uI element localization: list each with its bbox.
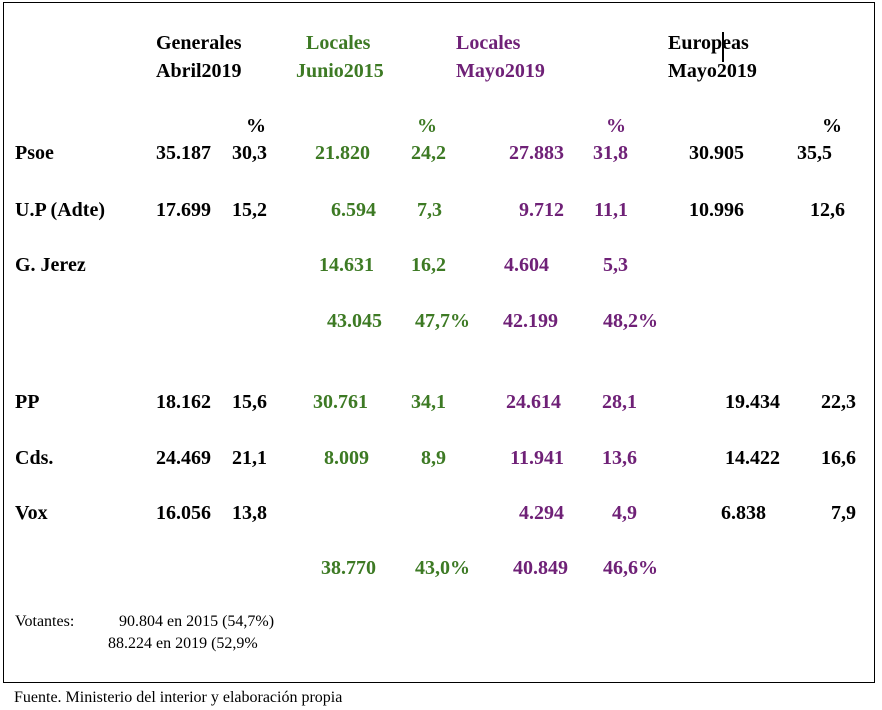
row-vox-eu-pct: 7,9 xyxy=(831,502,856,524)
votantes-line1: 90.804 en 2015 (54,7%) xyxy=(119,613,275,630)
row-up-l15: 6.594 xyxy=(331,199,376,221)
row-up-eu-pct: 12,6 xyxy=(810,199,845,221)
row-gjerez-party: G. Jerez xyxy=(15,254,86,276)
row-pp-l15-pct: 34,1 xyxy=(411,391,446,413)
row-pp-l19: 24.614 xyxy=(506,391,561,413)
header-locales2019-line2: Mayo2019 xyxy=(456,60,545,82)
row-psoe-l19: 27.883 xyxy=(509,142,564,164)
row-psoe-l15: 21.820 xyxy=(315,142,370,164)
row-gjerez-l19-pct: 5,3 xyxy=(603,254,628,276)
header-europeas-line1: Europeas xyxy=(668,32,749,54)
row-cds-eu: 14.422 xyxy=(725,447,780,469)
row-up-eu: 10.996 xyxy=(689,199,744,221)
row-gjerez-l19: 4.604 xyxy=(504,254,549,276)
row-cds-l19: 11.941 xyxy=(510,447,564,469)
votantes-label: Votantes: xyxy=(15,613,75,630)
right-total-l19-pct: 46,6% xyxy=(603,557,658,579)
row-up-l15-pct: 7,3 xyxy=(417,199,442,221)
row-up-l19: 9.712 xyxy=(519,199,564,221)
row-up-gen: 17.699 xyxy=(156,199,211,221)
row-up-gen-pct: 15,2 xyxy=(232,199,267,221)
row-vox-eu: 6.838 xyxy=(721,502,766,524)
header-generales-line2: Abril2019 xyxy=(156,60,242,82)
row-cds-party: Cds. xyxy=(15,447,54,469)
row-cds-gen: 24.469 xyxy=(156,447,211,469)
row-gjerez-l15-pct: 16,2 xyxy=(411,254,446,276)
row-cds-l19-pct: 13,6 xyxy=(602,447,637,469)
row-psoe-l19-pct: 31,8 xyxy=(593,142,628,164)
row-vox-party: Vox xyxy=(15,502,48,524)
row-pp-eu: 19.434 xyxy=(725,391,780,413)
row-pp-gen: 18.162 xyxy=(156,391,211,413)
pct-header-locales2019: % xyxy=(606,115,626,137)
row-up-party: U.P (Adte) xyxy=(15,199,105,221)
row-vox-l19: 4.294 xyxy=(519,502,564,524)
row-psoe-party: Psoe xyxy=(15,142,54,164)
row-pp-l15: 30.761 xyxy=(313,391,368,413)
pct-header-locales2015: % xyxy=(417,115,437,137)
row-psoe-eu-pct: 35,5 xyxy=(797,142,832,164)
pct-header-europeas: % xyxy=(822,115,842,137)
row-psoe-gen-pct: 30,3 xyxy=(232,142,267,164)
left-total-l15-pct: 47,7% xyxy=(415,310,470,332)
row-psoe-eu: 30.905 xyxy=(689,142,744,164)
row-cds-gen-pct: 21,1 xyxy=(232,447,267,469)
header-europeas-line2: Mayo2019 xyxy=(668,60,757,82)
row-vox-gen-pct: 13,8 xyxy=(232,502,267,524)
left-total-l19-pct: 48,2% xyxy=(603,310,658,332)
right-total-l15: 38.770 xyxy=(321,557,376,579)
row-cds-eu-pct: 16,6 xyxy=(821,447,856,469)
row-psoe-gen: 35.187 xyxy=(156,142,211,164)
left-total-l15: 43.045 xyxy=(327,310,382,332)
row-gjerez-l15: 14.631 xyxy=(319,254,374,276)
row-cds-l15-pct: 8,9 xyxy=(421,447,446,469)
header-locales2015-line2: Junio2015 xyxy=(296,60,384,82)
row-vox-gen: 16.056 xyxy=(156,502,211,524)
header-locales2019-line1: Locales xyxy=(456,32,521,54)
left-total-l19: 42.199 xyxy=(503,310,558,332)
row-vox-l19-pct: 4,9 xyxy=(612,502,637,524)
row-psoe-l15-pct: 24,2 xyxy=(411,142,446,164)
header-locales2015-line1: Locales xyxy=(306,32,371,54)
votantes-line2: 88.224 en 2019 (52,9% xyxy=(108,635,258,652)
row-pp-eu-pct: 22,3 xyxy=(821,391,856,413)
row-pp-l19-pct: 28,1 xyxy=(602,391,637,413)
table-frame xyxy=(3,2,875,683)
right-total-l19: 40.849 xyxy=(513,557,568,579)
text-cursor xyxy=(722,32,724,62)
row-cds-l15: 8.009 xyxy=(324,447,369,469)
row-pp-party: PP xyxy=(15,391,40,413)
right-total-l15-pct: 43,0% xyxy=(415,557,470,579)
row-pp-gen-pct: 15,6 xyxy=(232,391,267,413)
pct-header-generales: % xyxy=(246,115,266,137)
source-note: Fuente. Ministerio del interior y elabor… xyxy=(14,689,343,706)
row-up-l19-pct: 11,1 xyxy=(594,199,628,221)
header-generales-line1: Generales xyxy=(156,32,242,54)
